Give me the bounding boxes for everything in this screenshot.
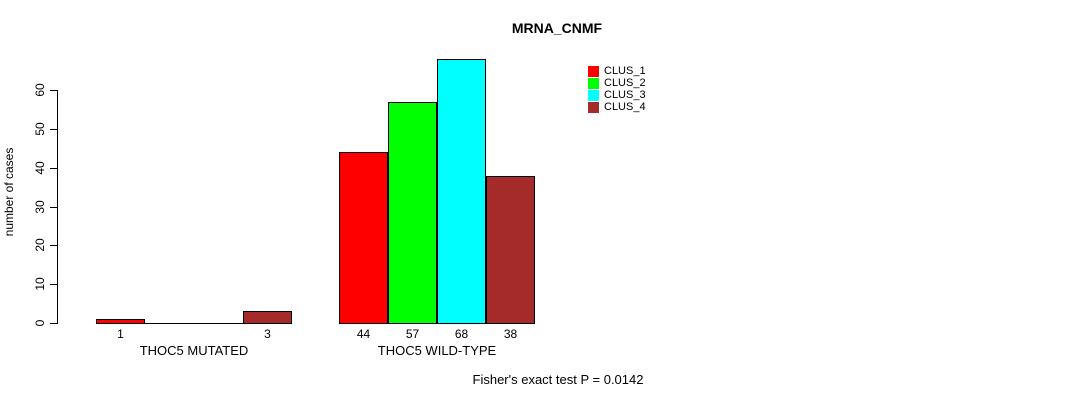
- bar-clus_1: [339, 152, 388, 324]
- y-tick-mark: [50, 129, 57, 130]
- bar-clus_4: [243, 311, 292, 324]
- y-axis-line: [57, 90, 58, 324]
- y-tick-label: 30: [33, 200, 47, 214]
- y-tick-mark: [50, 207, 57, 208]
- y-tick-label: 20: [33, 238, 47, 252]
- group-label-thoc5-wild-type: THOC5 WILD-TYPE: [377, 343, 497, 358]
- bar-clus_2: [388, 102, 437, 324]
- group-label-thoc5-mutated: THOC5 MUTATED: [139, 343, 249, 358]
- y-tick-label: 50: [33, 122, 47, 136]
- y-tick-mark: [50, 323, 57, 324]
- legend-label: CLUS_1: [604, 65, 646, 77]
- bar-clus_4: [486, 176, 535, 324]
- bar-value-label: 44: [356, 327, 371, 341]
- stat-annotation: Fisher's exact test P = 0.0142: [472, 372, 644, 387]
- legend-item-clus_3: CLUS_3: [588, 89, 646, 101]
- y-tick-label: 10: [33, 277, 47, 291]
- legend-swatch: [588, 101, 599, 113]
- legend-swatch: [588, 77, 599, 89]
- bar-clus_1: [96, 319, 145, 324]
- bar-clus_3: [437, 59, 486, 324]
- bar-value-label: 68: [454, 327, 469, 341]
- y-tick-mark: [50, 168, 57, 169]
- bar-value-label: 57: [405, 327, 420, 341]
- zero-bar-clus_2: [145, 323, 194, 324]
- bar-value-label: 38: [503, 327, 518, 341]
- chart-title: MRNA_CNMF: [511, 20, 603, 36]
- legend-swatch: [588, 65, 599, 77]
- bar-value-label: 1: [117, 327, 124, 341]
- legend-item-clus_1: CLUS_1: [588, 65, 646, 77]
- y-tick-label: 40: [33, 161, 47, 175]
- legend-swatch: [588, 89, 599, 101]
- y-axis-label: number of cases: [2, 147, 16, 237]
- y-tick-mark: [50, 245, 57, 246]
- y-tick-label: 0: [33, 319, 47, 327]
- y-tick-mark: [50, 284, 57, 285]
- legend-label: CLUS_3: [604, 89, 646, 101]
- legend: CLUS_1 CLUS_2 CLUS_3 CLUS_4: [588, 65, 646, 113]
- zero-bar-clus_3: [194, 323, 243, 324]
- legend-label: CLUS_4: [604, 101, 646, 113]
- bar-value-label: 3: [264, 327, 271, 341]
- legend-item-clus_4: CLUS_4: [588, 101, 646, 113]
- legend-label: CLUS_2: [604, 77, 646, 89]
- y-tick-mark: [50, 90, 57, 91]
- y-tick-label: 60: [33, 83, 47, 97]
- legend-item-clus_2: CLUS_2: [588, 77, 646, 89]
